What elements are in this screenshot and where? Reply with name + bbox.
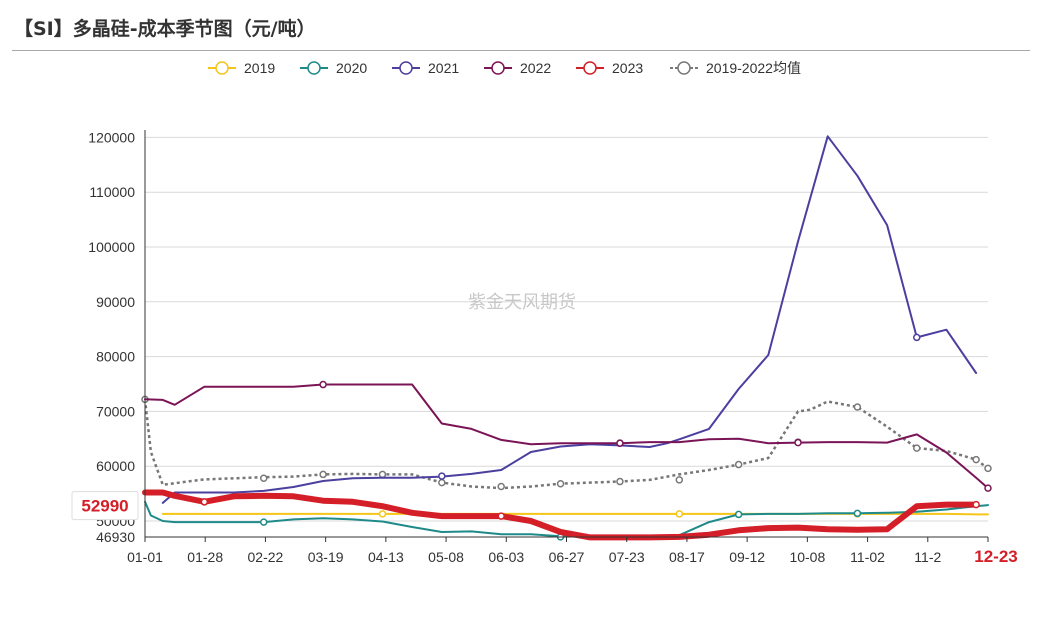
series-marker-2021-0: [438, 472, 446, 480]
x-tick-label-06-27: 06-27: [549, 549, 585, 565]
series-marker-2019-2022均值-12: [853, 403, 862, 411]
legend-marker-2019: [215, 61, 229, 75]
series-marker-2019-2022均值-5: [438, 478, 446, 487]
series-layer: [141, 135, 992, 541]
series-marker-2019-2022均值-13: [913, 444, 921, 452]
legend-marker-2022: [491, 61, 505, 75]
series-marker-2023-0: [200, 498, 209, 506]
series-marker-2020-2: [734, 510, 743, 519]
series-marker-2022-3: [984, 484, 992, 492]
legend-label-2023: 2023: [612, 60, 643, 76]
series-marker-2019-2022均值-6: [497, 482, 505, 491]
series-marker-2021-2: [913, 333, 921, 342]
x-tick-label-07-23: 07-23: [609, 549, 645, 565]
legend-marker-2023: [583, 61, 597, 75]
legend-marker-2019-2022均值: [677, 61, 691, 75]
legend-label-2021: 2021: [428, 60, 459, 76]
x-tick-label-highlight: 12-23: [974, 547, 1017, 566]
series-marker-2019-2022均值-2: [259, 474, 268, 483]
x-tick-label-01-01: 01-01: [127, 549, 163, 565]
x-tick-label-03-19: 03-19: [308, 549, 344, 565]
series-marker-2019-2022均值-8: [616, 477, 624, 486]
series-marker-2023-2: [972, 500, 980, 509]
series-marker-2019-2022均值-7: [556, 479, 565, 488]
x-tick-label-08-17: 08-17: [669, 549, 705, 565]
legend-label-2019-2022均值: 2019-2022均值: [706, 60, 801, 76]
series-marker-2019-1: [675, 510, 684, 518]
legend-marker-2021: [399, 61, 413, 75]
legend-marker-2020: [307, 61, 321, 75]
series-marker-2022-0: [319, 380, 327, 389]
x-tick-label-02-22: 02-22: [248, 549, 284, 565]
legend-label-2019: 2019: [244, 60, 275, 76]
series-line-2022: [144, 383, 989, 490]
series-line-2021: [161, 135, 978, 504]
series-marker-2020-0: [259, 518, 268, 526]
legend-label-2020: 2020: [336, 60, 367, 76]
y-tick-label-100000: 100000: [88, 239, 135, 255]
y-tick-label-60000: 60000: [96, 458, 135, 474]
x-tick-label-11-2: 11-2: [914, 549, 941, 565]
x-tick-label-10-08: 10-08: [789, 549, 825, 565]
x-tick-label-05-08: 05-08: [428, 549, 464, 565]
x-tick-label-09-12: 09-12: [729, 549, 765, 565]
legend-label-2022: 2022: [520, 60, 551, 76]
grid-layer: [145, 136, 988, 522]
title-divider: [12, 50, 1030, 51]
y-tick-label-46930: 46930: [96, 529, 135, 545]
x-tick-label-04-13: 04-13: [368, 549, 404, 565]
y-tick-label-80000: 80000: [96, 349, 135, 365]
series-marker-2022-2: [794, 438, 802, 447]
series-marker-2019-2022均值-9: [675, 476, 684, 484]
series-marker-2022-1: [616, 439, 624, 447]
series-marker-2019-2022均值-14: [972, 455, 980, 464]
series-marker-2019-2022均值-15: [984, 464, 992, 473]
axis-layer: 4693050000600007000080000900001000001100…: [71, 129, 1018, 566]
x-tick-label-11-02: 11-02: [850, 549, 885, 565]
series-line-2020: [144, 500, 989, 538]
last-value-badge-box: [71, 491, 139, 521]
watermark-text: 紫金天风期货: [468, 292, 576, 313]
chart-title: 【SI】多晶硅-成本季节图（元/吨）: [14, 18, 316, 40]
series-marker-2019-0: [378, 510, 387, 518]
series-marker-2019-2022均值-3: [319, 470, 327, 479]
series-marker-2019-2022均值-10: [734, 460, 743, 469]
y-tick-label-120000: 120000: [88, 129, 135, 145]
series-marker-2019-2022均值-4: [378, 470, 387, 479]
series-marker-2023-1: [497, 512, 505, 520]
series-marker-2020-3: [853, 509, 862, 518]
y-tick-label-70000: 70000: [96, 403, 135, 419]
last-value-badge: 52990: [81, 497, 128, 516]
series-line-2023: [142, 489, 980, 541]
x-tick-label-01-28: 01-28: [187, 549, 223, 565]
y-tick-label-90000: 90000: [96, 294, 135, 310]
y-tick-label-110000: 110000: [89, 184, 135, 200]
x-tick-label-06-03: 06-03: [488, 549, 524, 565]
legend: 2019 2020 2021 2022 2023 2019-2022均值: [208, 60, 801, 76]
